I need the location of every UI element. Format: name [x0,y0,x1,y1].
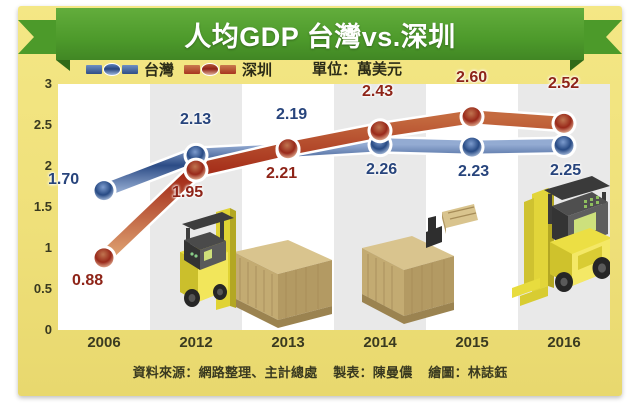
title-ribbon: 人均GDP 台灣vs.深圳 [18,8,622,71]
data-point-label: 2.13 [180,111,212,129]
footer-art-by: 繪圖：林誌鈺 [428,365,508,380]
legend-swatch-taiwan-icon [86,62,138,76]
data-point[interactable] [186,160,206,180]
data-point[interactable] [278,139,298,159]
y-axis-tick: 3 [44,76,52,91]
data-point[interactable] [94,181,114,201]
data-point-label: 0.88 [72,271,104,289]
data-point-label: 2.26 [366,160,398,178]
data-point-label: 2.43 [362,82,394,100]
data-point-label: 2.21 [266,164,298,182]
forklift-with-pallet-illustration [180,208,332,328]
data-point-label: 1.70 [48,170,80,188]
series-line [97,110,571,265]
x-axis-tick: 2014 [363,334,397,351]
footer: 資料來源：網路整理、主計總處 製表：陳曼儂 繪圖：林誌鈺 [18,362,622,381]
data-point-label: 1.95 [172,184,204,202]
data-point[interactable] [462,107,482,127]
forklift-illustration [512,176,610,306]
unit-label: 單位：萬美元 [312,61,403,78]
x-axis-tick: 2016 [547,334,581,351]
footer-chart-by: 製表：陳曼儂 [333,365,413,380]
y-axis-tick: 0 [44,322,52,337]
x-axis-tick: 2006 [87,334,121,351]
series-overlay [91,104,577,271]
data-point-label: 2.19 [276,106,308,124]
data-point-label: 2.23 [458,163,490,181]
legend-label-shenzhen: 深圳 [242,61,273,79]
data-point[interactable] [554,113,574,133]
y-axis-tick: 0.5 [33,281,52,296]
x-axis-tick: 2012 [179,334,213,351]
y-axis-tick: 2.5 [33,117,52,132]
legend: 台灣 深圳 [86,58,272,80]
y-axis-tick: 2 [44,158,52,173]
data-point[interactable] [554,136,574,155]
y-axis-tick: 1 [44,240,52,255]
data-point[interactable] [94,248,114,268]
legend-item-shenzhen: 深圳 [184,59,272,80]
ribbon-fold-right [570,60,584,71]
data-point-label: 2.52 [548,75,580,93]
legend-item-taiwan: 台灣 [86,59,174,80]
x-axis-tick: 2013 [271,334,305,351]
data-point-label: 2.60 [456,68,488,86]
legend-label-taiwan: 台灣 [144,61,175,79]
ribbon-body [56,8,584,60]
chart-title: 人均GDP 台灣vs.深圳 [184,21,456,52]
data-point[interactable] [370,121,390,141]
pallet-stack-illustration [362,204,478,324]
y-axis-tick: 1.5 [33,199,52,214]
data-point-label: 2.25 [550,161,582,179]
legend-swatch-shenzhen-icon [184,62,237,76]
x-axis-tick: 2015 [455,334,489,351]
data-point[interactable] [462,137,482,157]
ribbon-fold-left [56,60,70,71]
plot-area [58,84,610,330]
footer-source: 資料來源：網路整理、主計總處 [132,365,318,380]
